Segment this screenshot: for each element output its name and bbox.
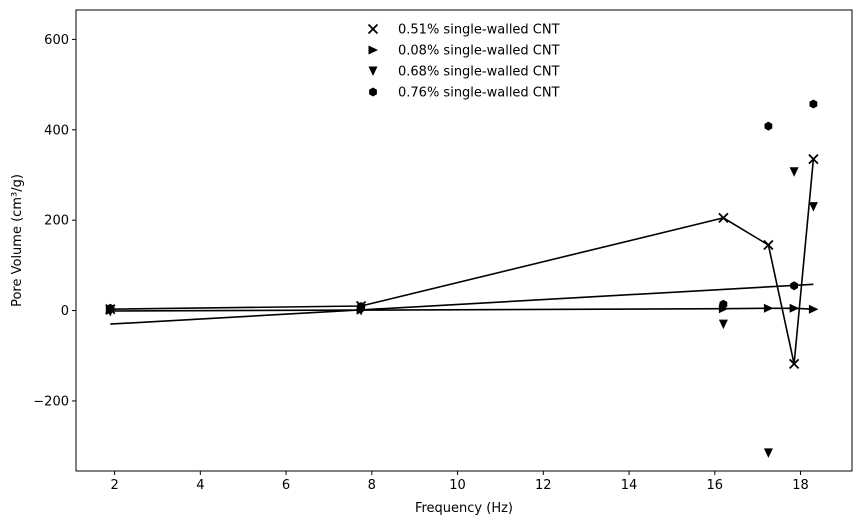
y-axis-ticks: −200 0 200 400 600 bbox=[33, 33, 76, 409]
x-tick-label: 18 bbox=[792, 478, 809, 493]
series-line bbox=[110, 159, 815, 365]
y-axis-label: Pore Volume (cm³/g) bbox=[10, 174, 25, 307]
y-tick-label: −200 bbox=[33, 394, 69, 409]
data-point-x bbox=[808, 154, 819, 165]
data-point-hexagon bbox=[764, 121, 773, 131]
legend-label: 0.68% single-walled CNT bbox=[398, 65, 560, 80]
data-point-triangle-down bbox=[789, 167, 799, 177]
data-point-x bbox=[763, 239, 774, 251]
x-tick-label: 16 bbox=[707, 478, 724, 493]
x-tick-label: 8 bbox=[368, 478, 376, 493]
data-point-x bbox=[718, 212, 729, 224]
series-line bbox=[110, 283, 814, 325]
data-point-triangle-down bbox=[808, 202, 818, 212]
data-point-hexagon bbox=[719, 299, 728, 309]
legend-marker-x bbox=[367, 23, 379, 35]
x-axis-ticks: 2 4 6 8 10 12 14 16 18 bbox=[110, 471, 809, 493]
legend-marker-hexagon bbox=[369, 87, 377, 97]
x-tick-label: 4 bbox=[196, 478, 204, 493]
legend-label: 0.08% single-walled CNT bbox=[398, 44, 560, 59]
data-point-triangle-right bbox=[763, 303, 774, 313]
y-tick-label: 0 bbox=[61, 304, 69, 319]
data-point-hexagon bbox=[106, 303, 115, 313]
data-point-triangle-down bbox=[763, 448, 773, 458]
x-tick-label: 2 bbox=[110, 478, 118, 493]
x-tick-label: 14 bbox=[621, 478, 638, 493]
legend-item: 0.76% single-walled CNT bbox=[369, 86, 560, 101]
data-point-triangle-down bbox=[718, 319, 728, 330]
data-point-hexagon bbox=[809, 99, 818, 109]
legend-item: 0.51% single-walled CNT bbox=[367, 23, 560, 38]
legend-marker-triangle-right bbox=[368, 45, 378, 55]
series-line bbox=[110, 307, 814, 312]
data-point-triangle-right bbox=[808, 304, 819, 314]
x-tick-label: 12 bbox=[535, 478, 552, 493]
data-point-x bbox=[788, 358, 800, 370]
legend-label: 0.51% single-walled CNT bbox=[398, 23, 560, 38]
legend-marker-triangle-down bbox=[368, 66, 378, 76]
legend-label: 0.76% single-walled CNT bbox=[398, 86, 560, 101]
y-tick-label: 400 bbox=[44, 123, 69, 138]
x-tick-label: 10 bbox=[449, 478, 466, 493]
series-lines bbox=[110, 159, 815, 365]
data-point-hexagon bbox=[357, 301, 365, 311]
legend-item: 0.08% single-walled CNT bbox=[368, 44, 560, 59]
x-axis-label: Frequency (Hz) bbox=[415, 501, 513, 516]
legend: 0.51% single-walled CNT 0.08% single-wall… bbox=[367, 23, 560, 101]
x-tick-label: 6 bbox=[282, 478, 290, 493]
series-markers bbox=[105, 99, 819, 458]
plot-frame bbox=[75, 9, 853, 472]
y-tick-label: 600 bbox=[44, 33, 69, 48]
legend-item: 0.68% single-walled CNT bbox=[368, 65, 560, 80]
data-point-hexagon bbox=[790, 281, 799, 291]
y-tick-label: 200 bbox=[44, 214, 69, 229]
data-point-triangle-right bbox=[789, 303, 800, 313]
